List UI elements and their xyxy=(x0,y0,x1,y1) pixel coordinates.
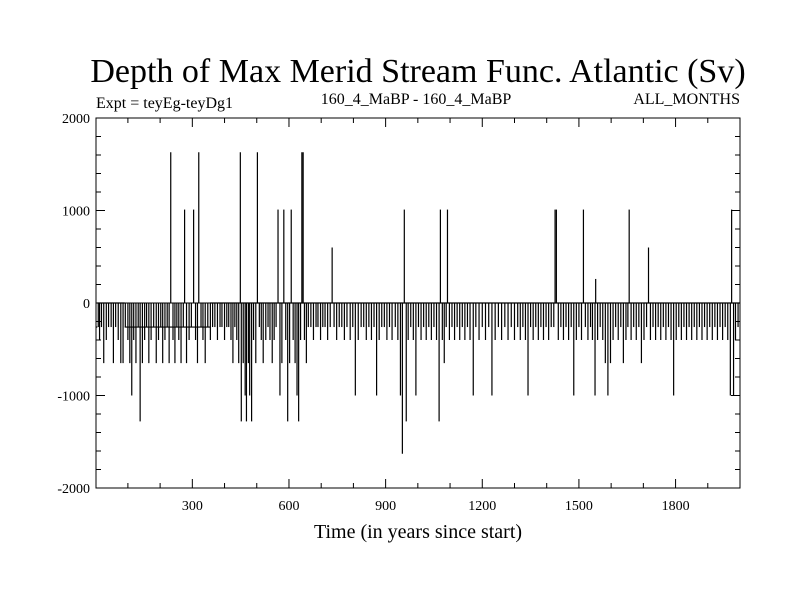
x-tick-label-0: 300 xyxy=(182,499,203,514)
y-tick-label-1: 1000 xyxy=(62,205,90,220)
y-tick-label-2: 0 xyxy=(83,297,90,312)
subtitle-experiment: Expt = teyEg-teyDg1 xyxy=(96,95,233,112)
subtitle-period: 160_4_MaBP - 160_4_MaBP xyxy=(321,91,512,108)
y-tick-label-4: -2000 xyxy=(57,482,90,497)
plot-frame xyxy=(95,117,741,489)
axes: 2000 1000 0 -1000 -2000 300 600 900 1200 1500 1800 xyxy=(57,112,740,514)
x-tick-label-3: 1200 xyxy=(468,499,496,514)
y-tick-label-0: 2000 xyxy=(62,112,90,127)
subtitle-months: ALL_MONTHS xyxy=(633,91,740,108)
x-tick-label-4: 1500 xyxy=(565,499,593,514)
y-tick-label-3: -1000 xyxy=(57,390,90,405)
x-tick-label-5: 1800 xyxy=(662,499,690,514)
x-tick-label-2: 900 xyxy=(375,499,396,514)
x-tick-label-1: 600 xyxy=(278,499,299,514)
x-axis-label: Time (in years since start) xyxy=(314,521,522,543)
plot-area xyxy=(96,152,740,454)
chart-title: Depth of Max Merid Stream Func. Atlantic… xyxy=(90,53,745,90)
